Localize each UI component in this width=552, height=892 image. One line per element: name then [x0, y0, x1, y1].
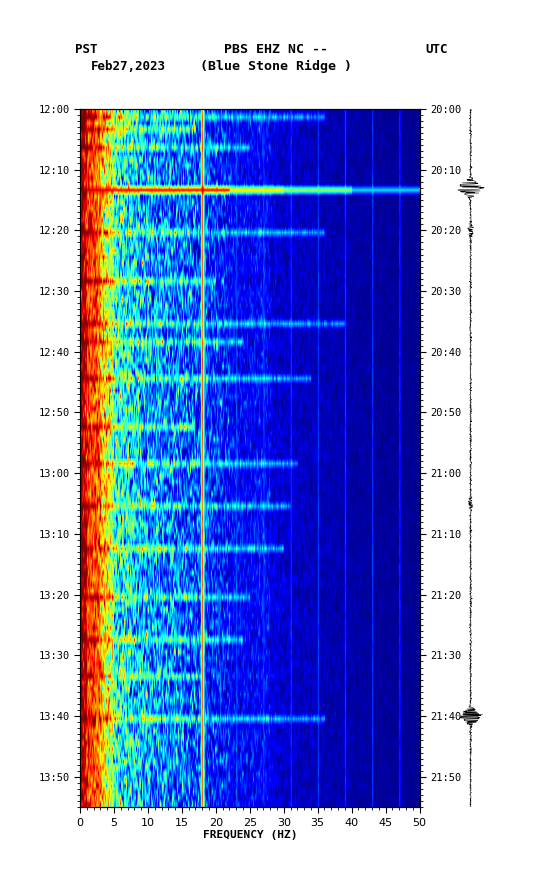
Text: PST: PST — [75, 43, 97, 55]
X-axis label: FREQUENCY (HZ): FREQUENCY (HZ) — [203, 830, 297, 840]
Text: Feb27,2023: Feb27,2023 — [91, 61, 166, 73]
Text: (Blue Stone Ridge ): (Blue Stone Ridge ) — [200, 61, 352, 73]
Text: UTC: UTC — [425, 43, 448, 55]
Text: PBS EHZ NC --: PBS EHZ NC -- — [224, 43, 328, 55]
Text: USGS: USGS — [15, 14, 45, 27]
